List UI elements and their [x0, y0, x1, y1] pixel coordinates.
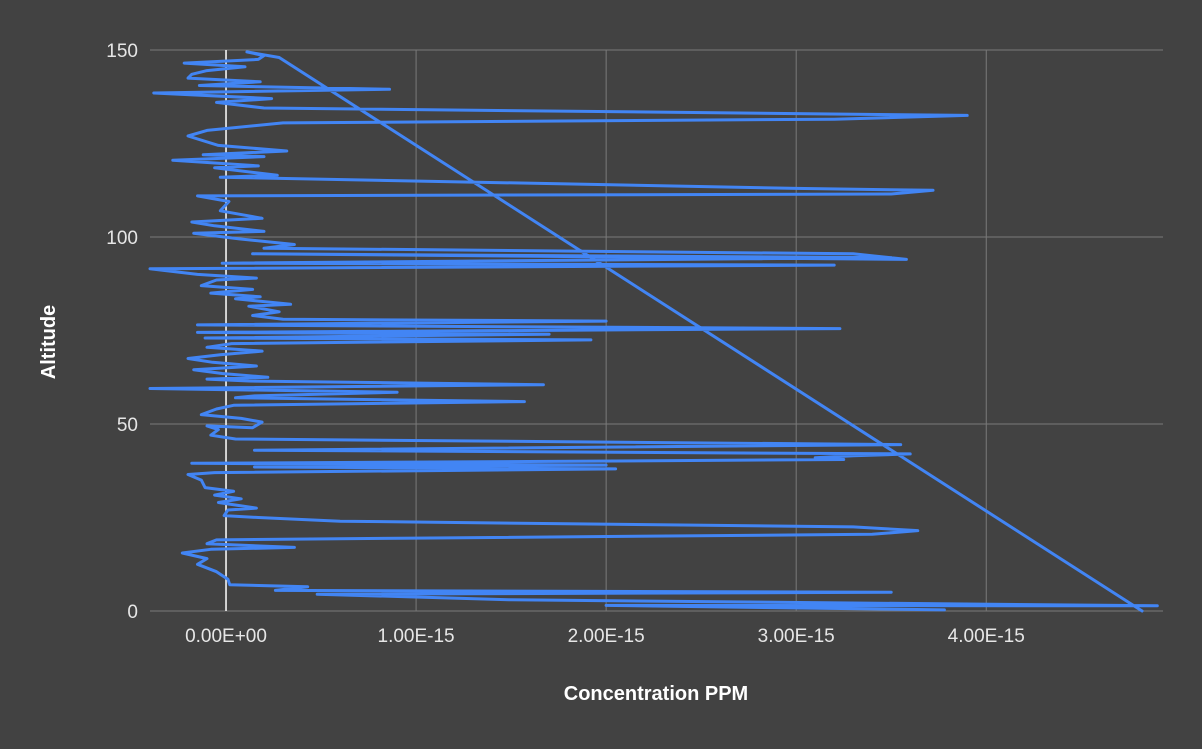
series-layer — [148, 50, 1159, 613]
y-tick-label: 50 — [117, 415, 138, 436]
y-axis-title: Altitude — [38, 305, 60, 379]
y-tick-label: 0 — [127, 602, 138, 623]
y-tick-label: 100 — [106, 228, 138, 249]
x-tick-label: 0.00E+00 — [185, 626, 267, 647]
tick-labels: 0 50 100 150 0.00E+00 1.00E-15 2.00E-15 3.00E-1… — [106, 41, 1025, 647]
gridlines — [150, 49, 1163, 612]
x-tick-label: 3.00E-15 — [758, 626, 835, 647]
x-tick-label: 4.00E-15 — [948, 626, 1025, 647]
x-tick-label: 1.00E-15 — [378, 626, 455, 647]
series-line — [148, 50, 1159, 613]
y-tick-label: 150 — [106, 41, 138, 62]
x-tick-label: 2.00E-15 — [568, 626, 645, 647]
x-axis-title: Concentration PPM — [564, 683, 748, 705]
